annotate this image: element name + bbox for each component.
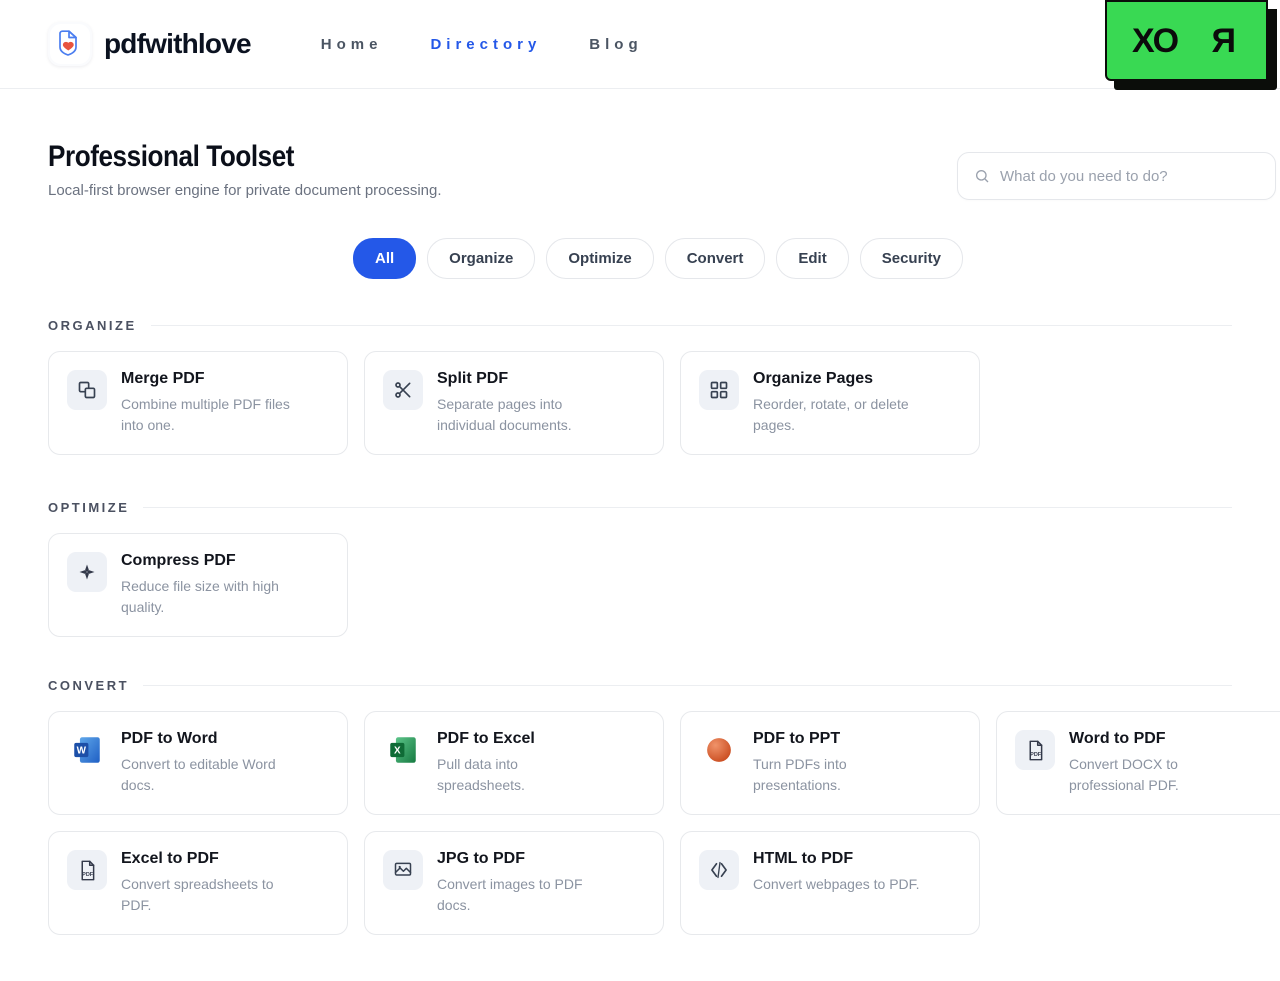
svg-text:PDF: PDF	[82, 872, 94, 878]
svg-text:PDF: PDF	[1030, 752, 1042, 758]
svg-text:X: X	[394, 746, 401, 757]
svg-text:W: W	[77, 746, 87, 757]
svg-text:R: R	[1211, 22, 1236, 60]
svg-text:XO: XO	[1132, 22, 1179, 60]
